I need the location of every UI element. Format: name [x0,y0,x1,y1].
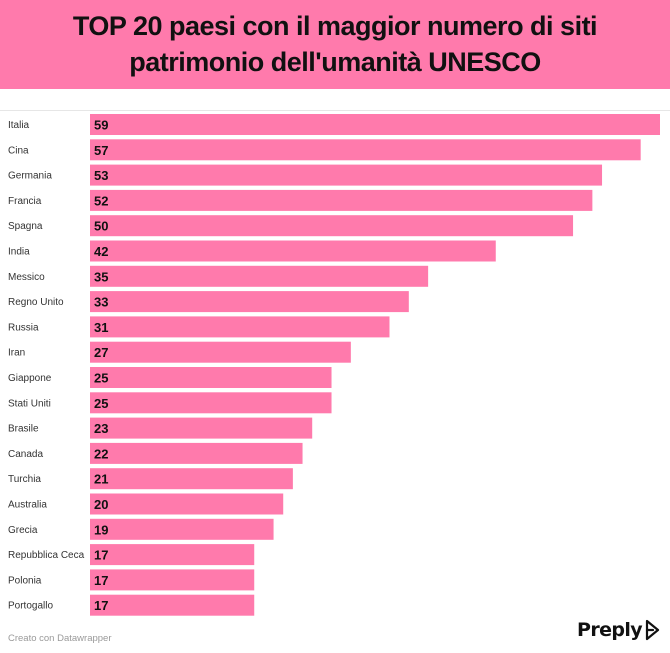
value-label-regno-unito: 33 [94,295,108,310]
value-label-repubblica-ceca: 17 [94,548,108,563]
category-label-brasile: Brasile [8,424,39,435]
brand-logo: Preply [577,619,661,641]
preply-logo-icon [645,619,660,641]
value-label-iran: 27 [94,345,108,360]
category-label-grecia: Grecia [8,525,38,536]
bar-francia [90,189,593,211]
bar-repubblica-ceca [90,544,255,566]
value-label-grecia: 19 [94,522,108,537]
category-label-india: India [8,247,30,258]
value-label-portogallo: 17 [94,598,108,613]
category-label-russia: Russia [8,322,39,333]
category-label-italia: Italia [8,120,30,131]
title-line-2: patrimonio dell'umanità UNESCO [129,47,541,77]
bar-australia [90,493,284,515]
category-label-portogallo: Portogallo [8,601,53,612]
value-label-brasile: 23 [94,421,108,436]
value-label-francia: 52 [94,193,108,208]
value-label-india: 42 [94,244,108,259]
category-label-turchia: Turchia [8,474,41,485]
value-label-stati-uniti: 25 [94,396,108,411]
bar-spagna [90,215,574,237]
title-line-1: TOP 20 paesi con il maggior numero di si… [72,11,598,41]
value-label-canada: 22 [94,446,108,461]
category-label-regno-unito: Regno Unito [8,297,64,308]
value-label-russia: 31 [94,320,108,335]
category-label-giappone: Giappone [8,373,52,384]
category-label-messico: Messico [8,272,45,283]
bar-iran [90,341,351,363]
category-label-cina: Cina [8,145,29,156]
page-title: TOP 20 paesi con il maggior numero di si… [0,8,670,80]
bar-italia [90,114,660,135]
bar-giappone [90,367,332,388]
category-label-polonia: Polonia [8,575,42,586]
value-label-germania: 53 [94,168,108,183]
category-label-iran: Iran [8,348,25,359]
bar-turchia [90,468,293,490]
category-label-francia: Francia [8,196,42,207]
category-label-stati-uniti: Stati Uniti [8,398,51,409]
bar-cina [90,139,641,161]
bar-brasile [90,417,313,439]
category-label-canada: Canada [8,449,43,460]
credit-note: Creato con Datawrapper [8,633,112,644]
bar-grecia [90,518,274,540]
bar-stati-uniti [90,392,332,414]
bar-regno-unito [90,291,409,313]
category-label-germania: Germania [8,171,52,182]
bar-portogallo [90,594,255,616]
category-label-australia: Australia [8,500,47,511]
bar-russia [90,316,390,338]
bar-germania [90,164,603,186]
category-label-repubblica-ceca: Repubblica Ceca [8,550,85,561]
value-label-messico: 35 [94,269,108,284]
bar-polonia [90,569,255,591]
value-label-spagna: 50 [94,219,108,234]
category-label-spagna: Spagna [8,221,43,232]
value-label-polonia: 17 [94,573,108,588]
bar-canada [90,442,303,464]
value-label-australia: 20 [94,497,108,512]
value-label-turchia: 21 [94,472,108,487]
chart-divider [0,110,670,111]
value-label-cina: 57 [94,143,108,158]
logo-text: Preply [577,619,643,641]
bar-india [90,240,496,262]
value-label-giappone: 25 [94,371,108,386]
title-banner: TOP 20 paesi con il maggior numero di si… [0,0,670,89]
value-label-italia: 59 [94,118,108,133]
bar-messico [90,265,429,287]
